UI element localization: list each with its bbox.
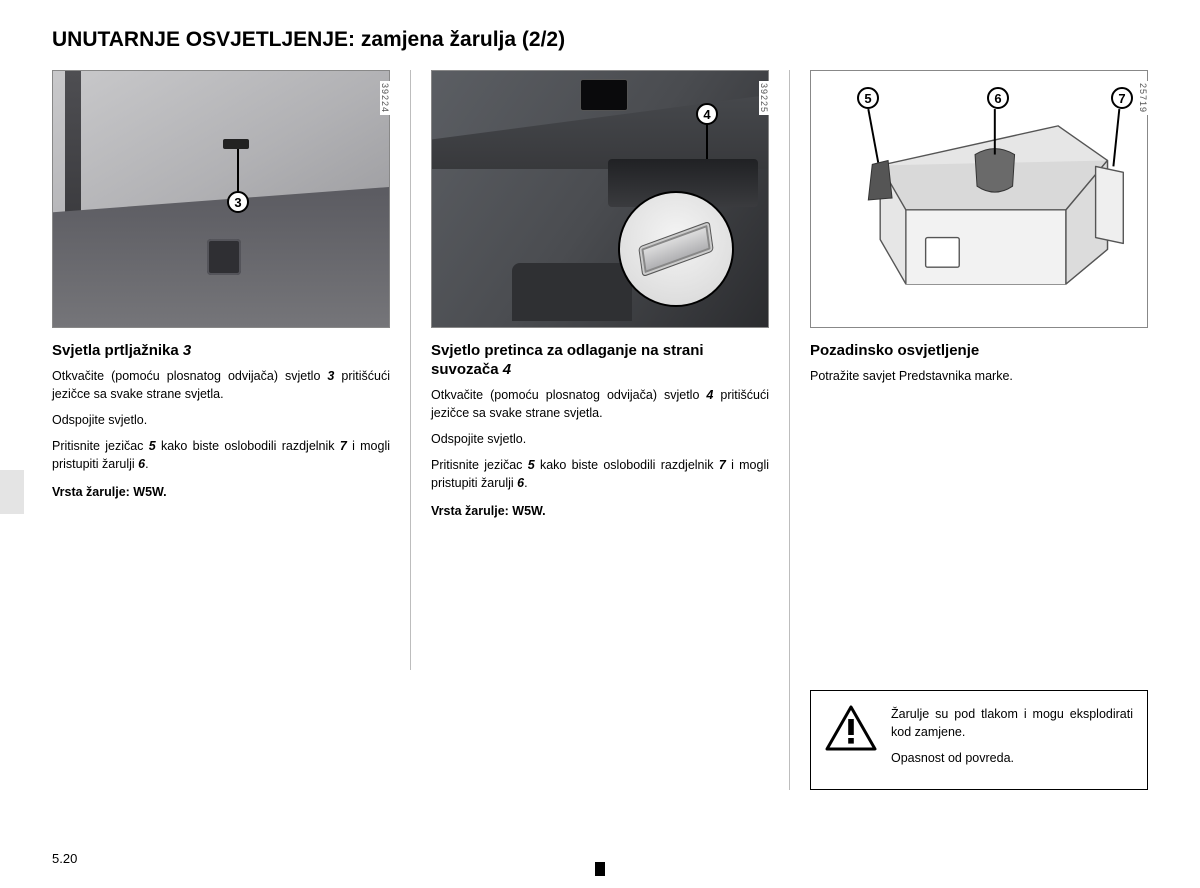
heading-col2: Svjetlo pretinca za odlaganje na strani … — [431, 342, 769, 380]
callout-4: 4 — [696, 103, 718, 125]
housing-svg — [811, 71, 1147, 327]
crop-mark — [595, 862, 605, 876]
col1-p3: Pritisnite jezičac 5 kako biste oslobodi… — [52, 437, 390, 473]
col2-p3: Pritisnite jezičac 5 kako biste oslobodi… — [431, 456, 769, 492]
fig1-id: 39224 — [380, 81, 390, 115]
figure-boot-light: 3 39224 — [52, 70, 390, 328]
detail-magnifier — [618, 191, 734, 307]
column-3: 5 6 7 25719 Pozadinsko osvjetljenje Potr… — [810, 70, 1148, 790]
warn-p1: Žarulje su pod tlakom i mogu eksplodirat… — [891, 705, 1133, 741]
side-tab — [0, 470, 24, 514]
col2-p1: Otkvačite (pomoću plosnatog odvijača) sv… — [431, 386, 769, 422]
page-title: UNUTARNJE OSVJETLJENJE: zamjena žarulja … — [52, 28, 1148, 52]
warning-text: Žarulje su pod tlakom i mogu eksplodirat… — [891, 705, 1133, 775]
heading-col1: Svjetla prtljažnika 3 — [52, 342, 390, 361]
column-2: 4 39225 Svjetlo pretinca za odlaganje na… — [431, 70, 769, 790]
col3-p1: Potražite savjet Predstavnika marke. — [810, 367, 1148, 385]
col1-bulb: Vrsta žarulje: W5W. — [52, 485, 390, 499]
columns: 3 39224 Svjetla prtljažnika 3 Otkvačite … — [52, 70, 1148, 790]
figure-glovebox-light: 4 39225 — [431, 70, 769, 328]
figure-housing: 5 6 7 25719 — [810, 70, 1148, 328]
warning-box: Žarulje su pod tlakom i mogu eksplodirat… — [810, 690, 1148, 790]
separator-2 — [789, 70, 790, 790]
col1-p1: Otkvačite (pomoću plosnatog odvijača) sv… — [52, 367, 390, 403]
callout-7: 7 — [1111, 87, 1133, 109]
column-1: 3 39224 Svjetla prtljažnika 3 Otkvačite … — [52, 70, 390, 790]
col2-bulb: Vrsta žarulje: W5W. — [431, 504, 769, 518]
heading-col3: Pozadinsko osvjetljenje — [810, 342, 1148, 361]
col1-p2: Odspojite svjetlo. — [52, 411, 390, 429]
fig3-id: 25719 — [1138, 81, 1148, 115]
title-counter: (2/2) — [522, 28, 565, 51]
callout-6: 6 — [987, 87, 1009, 109]
callout-3: 3 — [227, 191, 249, 213]
page-number: 5.20 — [52, 851, 77, 866]
callout-5: 5 — [857, 87, 879, 109]
title-main: UNUTARNJE OSVJETLJENJE: zamjena žarulja — [52, 28, 516, 51]
warn-p2: Opasnost od povreda. — [891, 749, 1133, 767]
col2-p2: Odspojite svjetlo. — [431, 430, 769, 448]
separator-1 — [410, 70, 411, 670]
warning-icon — [825, 705, 877, 751]
fig2-id: 39225 — [759, 81, 769, 115]
